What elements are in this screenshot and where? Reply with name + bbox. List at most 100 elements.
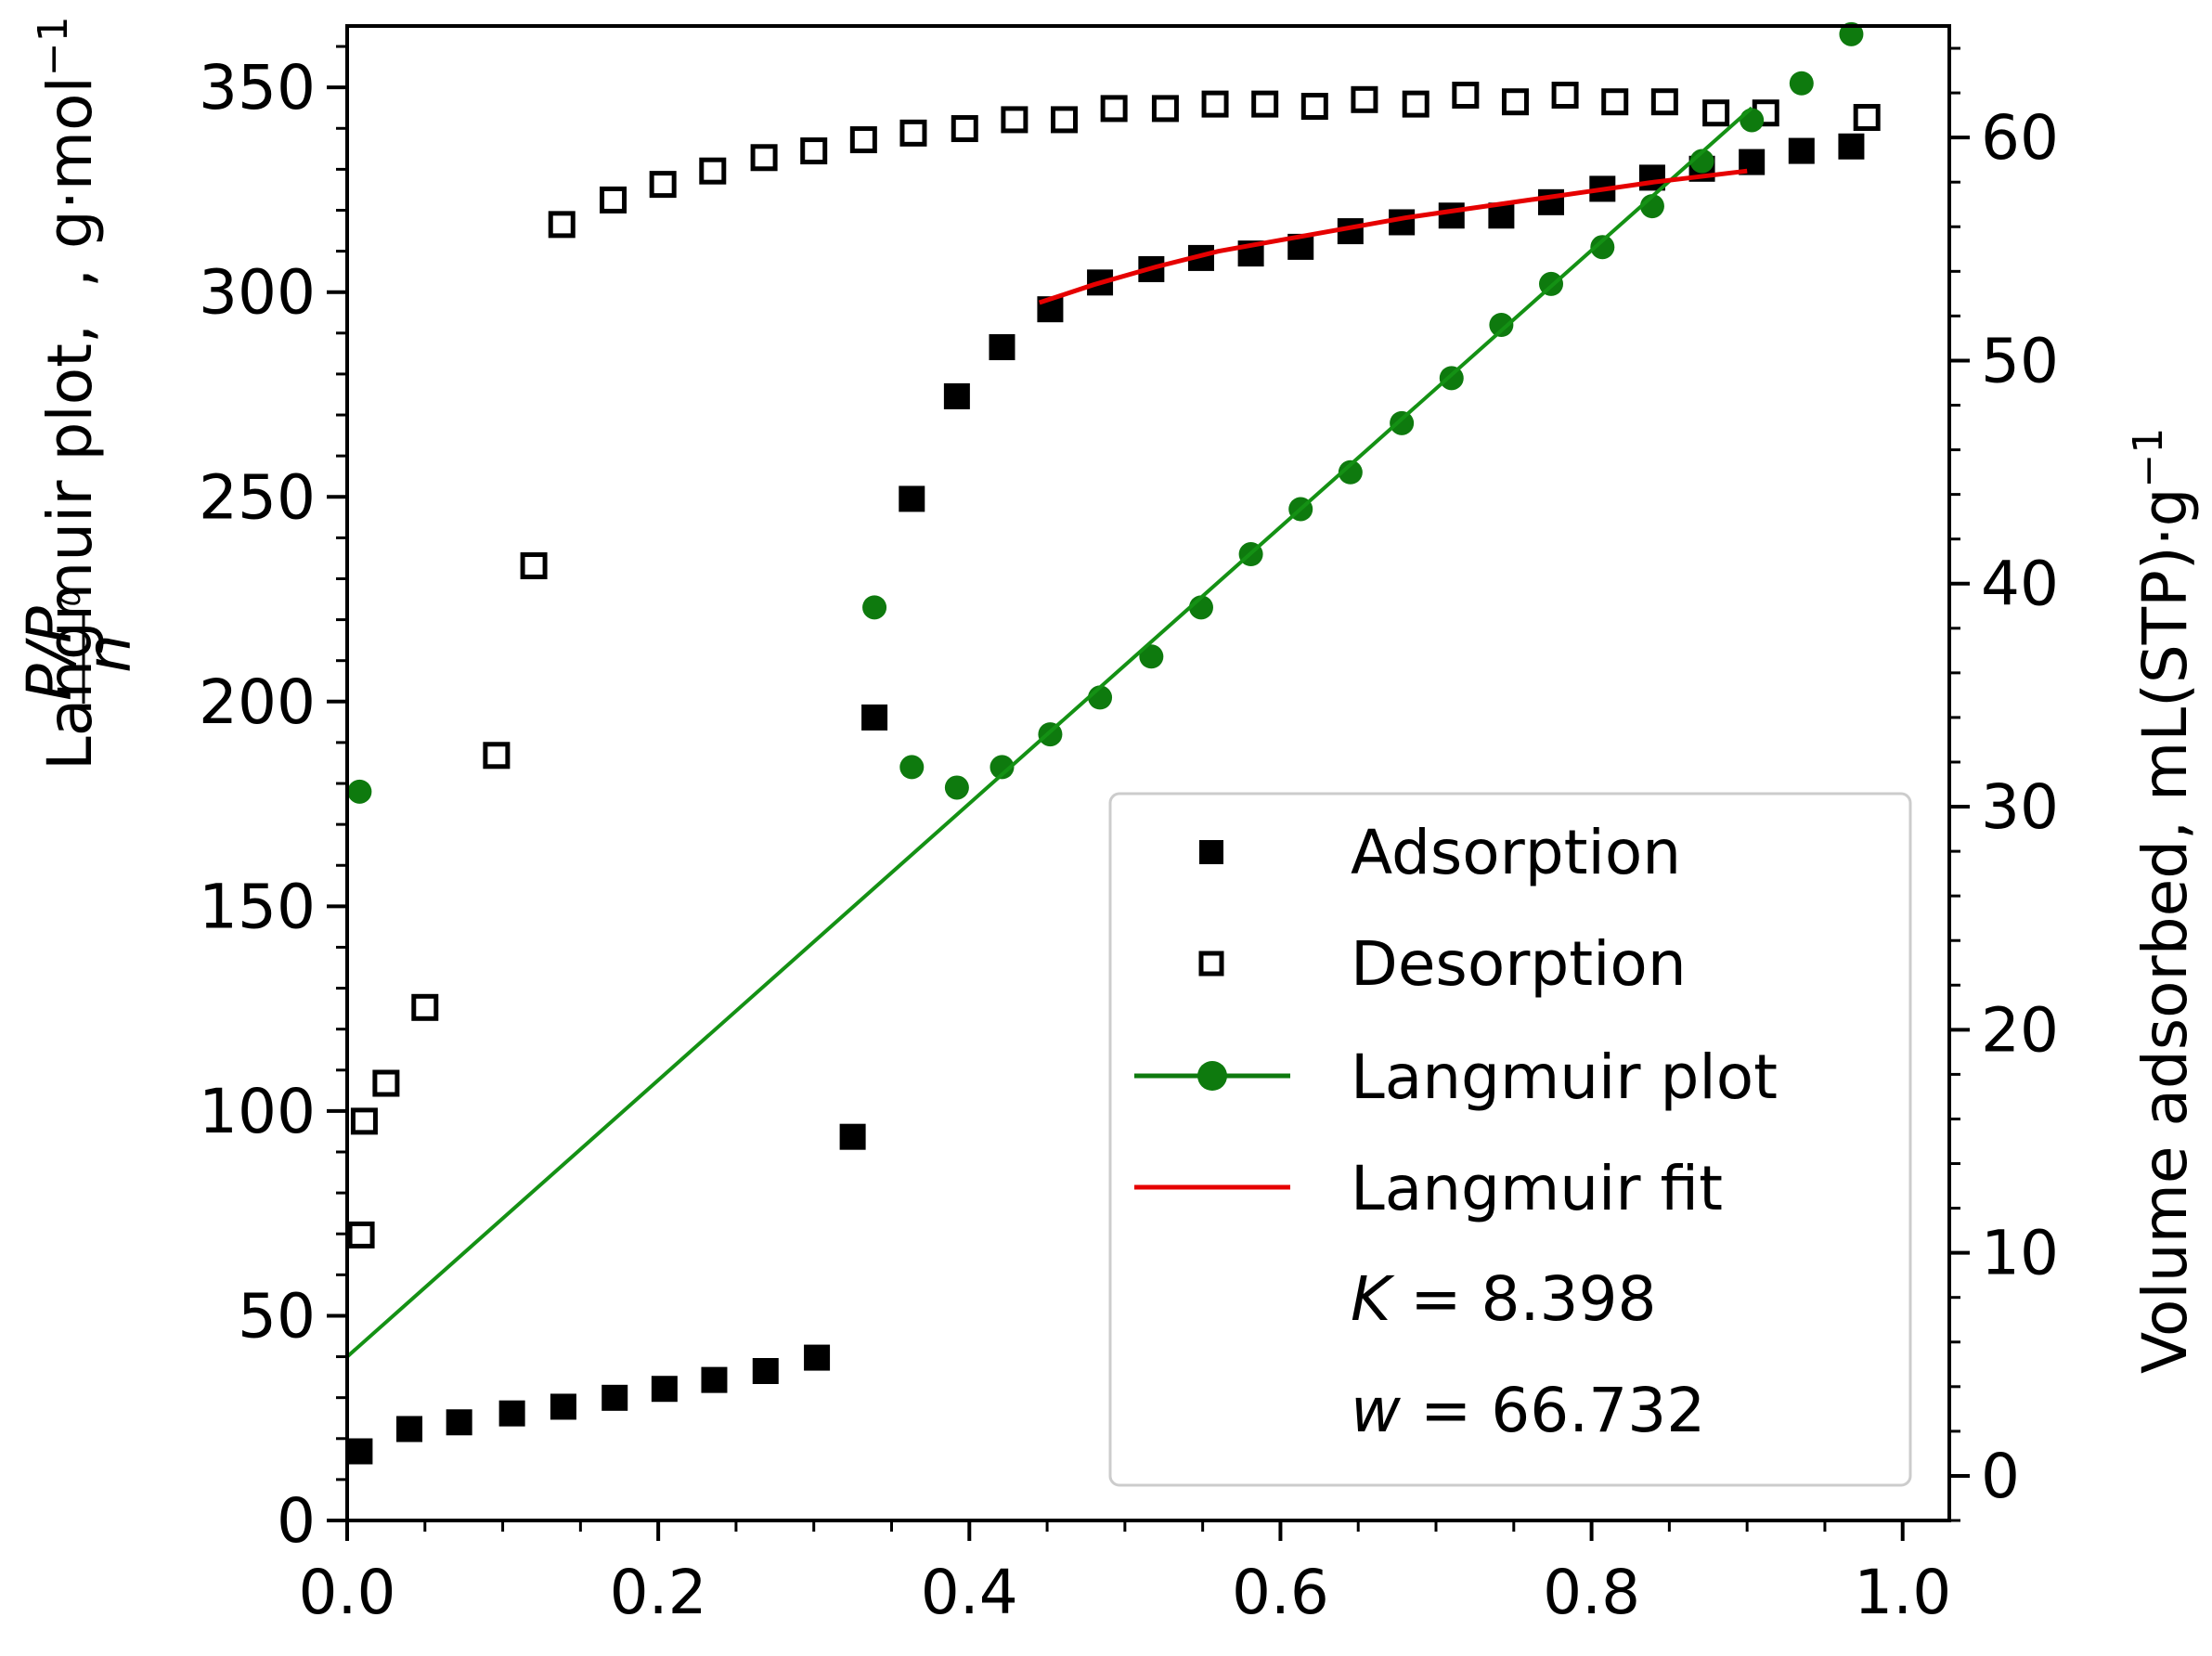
y-left-tick-label: 0 xyxy=(277,1485,316,1557)
langmuir-plot-point xyxy=(1338,459,1363,485)
desorption-point xyxy=(1501,88,1529,116)
y-left-tick-label: 150 xyxy=(199,871,316,942)
langmuir-plot-point xyxy=(1139,644,1164,669)
desorption-point xyxy=(600,186,627,213)
legend-marker-adsorption xyxy=(1199,840,1223,864)
y-right-tick-label: 50 xyxy=(1981,325,2059,396)
plot-series xyxy=(345,21,1881,1465)
desorption-point xyxy=(1251,90,1279,118)
y-right-tick-label: 20 xyxy=(1981,994,2059,1066)
langmuir-plot-point xyxy=(1590,235,1615,260)
adsorption-point xyxy=(1788,137,1815,164)
langmuir-plot-point xyxy=(1740,108,1765,133)
legend-label-langmuir-plot: Langmuir plot xyxy=(1351,1041,1778,1113)
langmuir-plot-point xyxy=(899,755,925,780)
adsorption-point xyxy=(839,1123,866,1150)
desorption-point xyxy=(347,1221,375,1248)
adsorption-point xyxy=(1538,188,1565,215)
y-right-tick-label: 10 xyxy=(1981,1218,2059,1289)
desorption-point xyxy=(1402,90,1429,118)
desorption-point xyxy=(1551,81,1579,109)
legend-frame xyxy=(1108,792,1912,1487)
desorption-point xyxy=(1300,93,1328,121)
desorption-point xyxy=(548,211,576,239)
y-left-axis-title: Langmuir plot, , g·mol−1 xyxy=(30,16,106,770)
legend-w-parameter: w = 66.732 xyxy=(1351,1375,1705,1446)
adsorption-point xyxy=(1438,202,1465,229)
x-tick-label: 0.0 xyxy=(299,1557,396,1628)
y-left-title-prefix: Langmuir plot, xyxy=(34,304,106,770)
desorption-point xyxy=(849,126,877,154)
langmuir-plot-point xyxy=(1439,366,1464,391)
y-left-title-suffix: , g·mol xyxy=(34,76,106,288)
legend-marker-desorption xyxy=(1198,951,1224,977)
x-tick-label: 1.0 xyxy=(1854,1557,1951,1628)
desorption-point xyxy=(899,119,927,147)
axes: 0.0 0.2 0.4 0.6 0.8 1.0 0 50 100 150 200 250 300 350 0… xyxy=(199,24,2059,1628)
adsorption-point xyxy=(446,1409,472,1436)
adsorption-point xyxy=(498,1400,525,1427)
desorption-point xyxy=(699,157,727,185)
y-left-tick-label: 300 xyxy=(199,257,316,329)
desorption-point xyxy=(350,1107,378,1135)
y-right-tick-label: 40 xyxy=(1981,549,2059,620)
adsorption-point xyxy=(989,334,1015,361)
langmuir-plot-line-line xyxy=(345,106,1753,1359)
langmuir-plot-point xyxy=(944,775,969,800)
desorption-point xyxy=(1452,81,1480,109)
desorption-point xyxy=(1151,95,1179,123)
plot-frame xyxy=(345,24,1951,1522)
x-tick-label: 0.6 xyxy=(1232,1557,1329,1628)
desorption-point xyxy=(1853,104,1881,132)
adsorption-point xyxy=(752,1358,779,1384)
desorption-point xyxy=(372,1069,400,1097)
legend-label-desorption: Desorption xyxy=(1351,928,1687,1000)
x-tick-label: 0.4 xyxy=(921,1557,1018,1628)
desorption-point xyxy=(520,552,548,580)
adsorption-point xyxy=(899,485,925,512)
desorption-point xyxy=(1650,88,1678,116)
desorption-point xyxy=(1351,85,1378,113)
y-left-tick-label: 350 xyxy=(199,52,316,123)
legend-label-adsorption: Adsorption xyxy=(1351,817,1681,888)
langmuir-plot-point xyxy=(1390,410,1415,435)
y-right-title-sup: −1 xyxy=(2125,428,2172,488)
adsorption-point xyxy=(396,1416,423,1443)
x-tick-label: 0.2 xyxy=(610,1557,707,1628)
desorption-point xyxy=(1601,88,1629,116)
legend-marker-langmuir-plot xyxy=(1197,1061,1227,1091)
legend: Adsorption Desorption Langmuir plot Lang… xyxy=(1108,792,1912,1487)
desorption-point xyxy=(800,137,828,165)
y-left-title-sup: −1 xyxy=(30,16,77,76)
adsorption-point xyxy=(804,1344,831,1371)
adsorption-point xyxy=(602,1384,628,1411)
adsorption-point xyxy=(651,1376,678,1403)
adsorption-point xyxy=(1838,133,1865,160)
desorption-point xyxy=(483,742,511,770)
legend-label-langmuir-fit: Langmuir fit xyxy=(1351,1153,1723,1224)
adsorption-point xyxy=(550,1393,576,1420)
langmuir-plot-point xyxy=(1839,21,1864,46)
y-left-tick-label: 100 xyxy=(199,1076,316,1147)
langmuir-plot-point xyxy=(990,755,1015,780)
legend-k-parameter: K = 8.398 xyxy=(1351,1263,1657,1335)
langmuir-plot-point xyxy=(347,779,372,804)
x-tick-label: 0.8 xyxy=(1543,1557,1640,1628)
y-left-title-fraction: P/P0 n xyxy=(14,589,145,704)
y-left-tick-label: 50 xyxy=(238,1280,316,1352)
langmuir-plot-point xyxy=(862,595,887,620)
desorption-point xyxy=(951,115,978,143)
adsorption-point xyxy=(701,1366,728,1393)
y-right-axis-title: Volume adsorbed, mL(STP)·g−1 xyxy=(2125,428,2201,1374)
fraction-denominator: n xyxy=(73,634,145,673)
y-right-tick-label: 60 xyxy=(1981,102,2059,174)
desorption-point xyxy=(1100,95,1128,123)
langmuir-fit-line xyxy=(1038,168,1748,305)
langmuir-plot-point xyxy=(1789,71,1814,96)
desorption-point xyxy=(411,993,439,1021)
adsorption-point xyxy=(346,1438,373,1465)
desorption-point xyxy=(1051,106,1079,134)
y-left-tick-label: 200 xyxy=(199,666,316,738)
y-right-tick-label: 30 xyxy=(1981,771,2059,843)
